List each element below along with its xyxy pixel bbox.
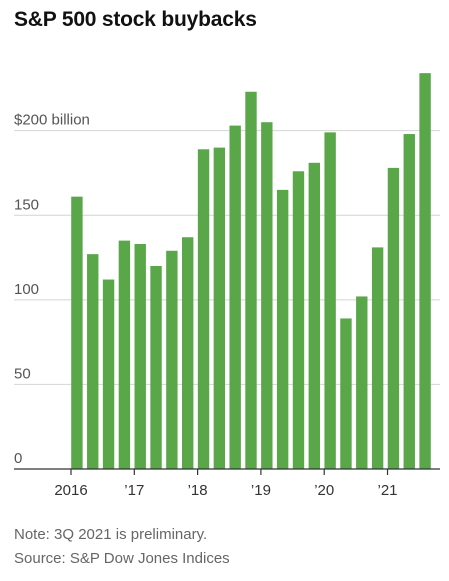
bar	[166, 250, 178, 469]
y-tick-labels: 0 50 100 150 $200 billion	[14, 112, 90, 467]
bar	[261, 122, 273, 469]
bar	[356, 296, 368, 469]
bar	[229, 125, 241, 469]
bar	[213, 147, 226, 470]
bar	[197, 149, 210, 469]
bar	[340, 318, 352, 469]
bar	[324, 132, 336, 469]
bar	[276, 189, 289, 469]
bar	[87, 254, 99, 469]
bar	[118, 240, 131, 469]
bar	[308, 162, 321, 469]
x-tick-label: ’20	[314, 482, 334, 499]
bar	[371, 247, 384, 469]
bar-chart: 0 50 100 150 $200 billion 2016 ’17 ’18 ’19 ’20 ’2…	[14, 73, 440, 499]
x-tick-label: ’18	[188, 482, 208, 499]
bar	[71, 196, 83, 469]
bar	[292, 171, 305, 469]
bar	[134, 244, 146, 469]
bar	[245, 91, 257, 469]
chart-title: S&P 500 stock buybacks	[14, 8, 257, 31]
bar	[387, 167, 400, 469]
note-text: Note: 3Q 2021 is preliminary.	[14, 526, 208, 543]
bar	[102, 279, 115, 469]
bar	[419, 73, 431, 470]
bar	[181, 237, 194, 469]
y-tick-label: 50	[14, 365, 31, 382]
x-tick-labels: 2016 ’17 ’18 ’19 ’20 ’21	[54, 482, 397, 499]
bar	[403, 134, 415, 470]
x-tick-label: ’17	[124, 482, 144, 499]
y-tick-label: 150	[14, 196, 39, 213]
x-axis	[14, 468, 440, 475]
x-tick-label: 2016	[54, 482, 87, 499]
x-tick-label: ’21	[378, 482, 398, 499]
x-tick-label: ’19	[251, 482, 271, 499]
y-tick-label: $200 billion	[14, 112, 90, 129]
bar	[150, 266, 162, 469]
y-tick-label: 0	[14, 450, 22, 467]
gridlines	[14, 130, 440, 385]
y-tick-label: 100	[14, 281, 39, 298]
bars	[71, 73, 431, 470]
source-text: Source: S&P Dow Jones Indices	[14, 550, 230, 567]
